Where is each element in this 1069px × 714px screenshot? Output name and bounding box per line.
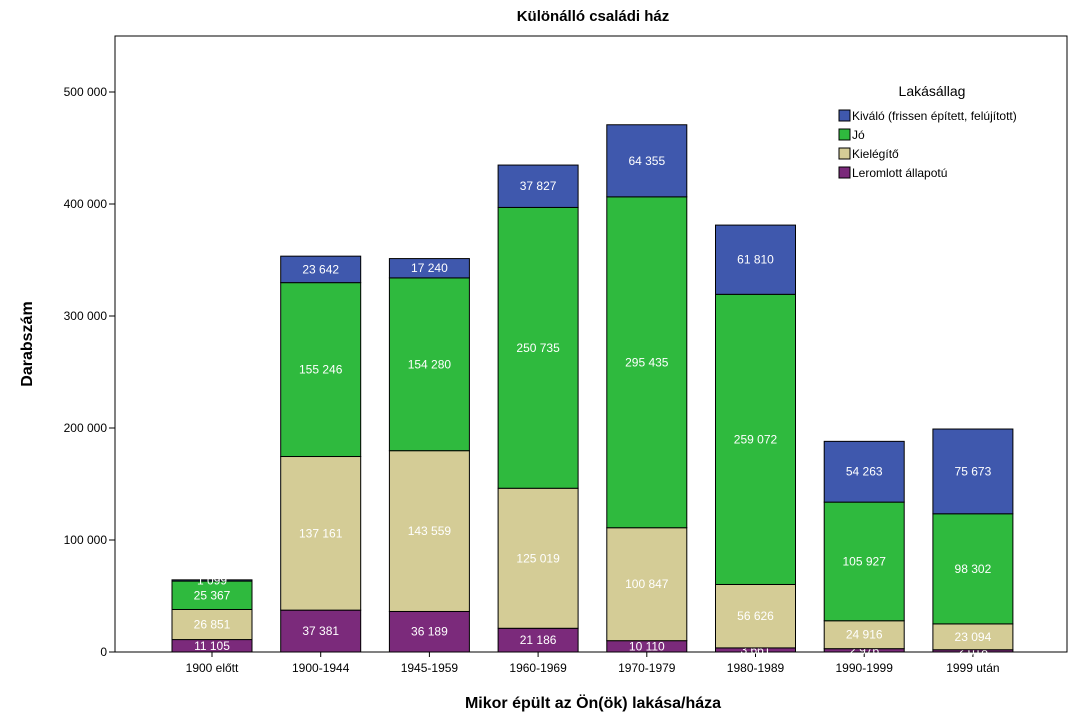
- x-tick-label: 1945-1959: [401, 661, 459, 675]
- x-tick-label: 1900 előtt: [186, 661, 239, 675]
- bar-data-label: 11 105: [194, 639, 230, 653]
- bar-segment: [606, 196, 688, 529]
- bar-segment: [715, 583, 796, 649]
- bar-data-label: 10 110: [629, 639, 665, 653]
- y-tick-label: 300 000: [64, 309, 108, 323]
- bar-segment: [823, 440, 905, 503]
- x-tick-label: 1999 után: [946, 661, 999, 675]
- bar-data-label: 155 246: [299, 363, 343, 377]
- bar-data-label: 75 673: [955, 464, 992, 478]
- bar-data-label: 37 381: [302, 624, 339, 638]
- legend-swatch: [838, 128, 851, 141]
- bar-segment: [932, 513, 1014, 625]
- bar-segment: [388, 450, 470, 612]
- bar-segment: [388, 277, 470, 452]
- bar-data-label: 125 019: [516, 551, 560, 565]
- bar-data-label: 154 280: [408, 357, 452, 371]
- bar-data-label: 259 072: [734, 432, 778, 446]
- legend-label: Jó: [852, 128, 865, 142]
- bar-data-label: 137 161: [299, 526, 343, 540]
- bar-data-label: 17 240: [411, 261, 448, 275]
- bar-data-label: 98 302: [955, 562, 992, 576]
- bar-segment: [497, 164, 579, 208]
- bar-segment: [388, 258, 470, 279]
- legend-label: Kielégítő: [852, 147, 899, 161]
- bar-segment: [497, 487, 579, 629]
- bar-data-label: 21 186: [520, 633, 557, 647]
- legend: Lakásállag Kiváló (frissen épített, felú…: [838, 83, 1017, 180]
- bar-data-label: 54 263: [846, 465, 883, 479]
- x-tick-label: 1960-1969: [509, 661, 567, 675]
- legend-swatch: [838, 147, 851, 160]
- bar-data-label: 24 916: [846, 628, 883, 642]
- y-tick-label: 400 000: [64, 197, 108, 211]
- bar-data-label: 23 642: [302, 262, 339, 276]
- chart-title: Különálló családi ház: [517, 8, 670, 25]
- bar-data-label: 64 355: [628, 154, 665, 168]
- x-tick-label: 1990-1999: [836, 661, 894, 675]
- bar-segment: [497, 206, 579, 489]
- legend-title: Lakásállag: [899, 83, 966, 99]
- bar-segment: [715, 224, 796, 295]
- legend-label: Kiváló (frissen épített, felújított): [852, 109, 1017, 123]
- bar-segment: [823, 620, 905, 650]
- bar-segment: [171, 579, 253, 582]
- bar-segment: [280, 282, 362, 458]
- bar-segment: [932, 428, 1014, 515]
- x-tick-label: 1970-1979: [618, 661, 676, 675]
- bar-segment: [280, 609, 362, 653]
- bar-data-label: 100 847: [625, 577, 669, 591]
- bar-data-label: 26 851: [194, 618, 231, 632]
- y-axis: 0 100 000 200 000 300 000 400 000 500 000: [64, 85, 115, 659]
- x-tick-label: 1900-1944: [292, 661, 350, 675]
- bar-segment: [171, 580, 253, 610]
- legend-label: Leromlott állapotú: [852, 166, 947, 180]
- plot-area-frame: [114, 35, 1068, 653]
- bar-data-label: 23 094: [955, 630, 992, 644]
- bar-segment: [606, 124, 688, 198]
- bar-segment: [280, 255, 362, 284]
- bar-data-label: 250 735: [516, 341, 560, 355]
- legend-swatch: [838, 109, 851, 122]
- bar-segment: [171, 608, 253, 641]
- bar-segment: [715, 293, 796, 585]
- bar-data-label: 61 810: [737, 253, 774, 267]
- x-axis: 1900 előtt 1900-1944 1945-1959 1960-1969 197…: [186, 652, 1000, 675]
- y-tick-label: 100 000: [64, 533, 108, 547]
- y-tick-label: 0: [100, 645, 107, 659]
- y-tick-label: 200 000: [64, 421, 108, 435]
- bar-segment: [932, 623, 1014, 651]
- bar-data-label: 143 559: [408, 524, 452, 538]
- bar-data-label: 295 435: [625, 355, 669, 369]
- bar-data-label: 56 626: [737, 609, 774, 623]
- x-tick-label: 1980-1989: [727, 661, 785, 675]
- bar-data-label: 105 927: [843, 554, 887, 568]
- bar-segment: [280, 456, 362, 611]
- bar-segment: [606, 527, 688, 642]
- y-axis-title: Darabszám: [19, 301, 36, 386]
- bar-data-label: 25 367: [194, 588, 231, 602]
- bar-data-label: 36 189: [411, 625, 448, 639]
- bar-data-label: 37 827: [520, 179, 557, 193]
- y-tick-label: 500 000: [64, 85, 108, 99]
- x-axis-title: Mikor épült az Ön(ök) lakása/háza: [465, 693, 721, 712]
- legend-swatch: [838, 166, 851, 179]
- bar-segment: [388, 610, 470, 653]
- bar-data-label: 1 099: [197, 573, 227, 587]
